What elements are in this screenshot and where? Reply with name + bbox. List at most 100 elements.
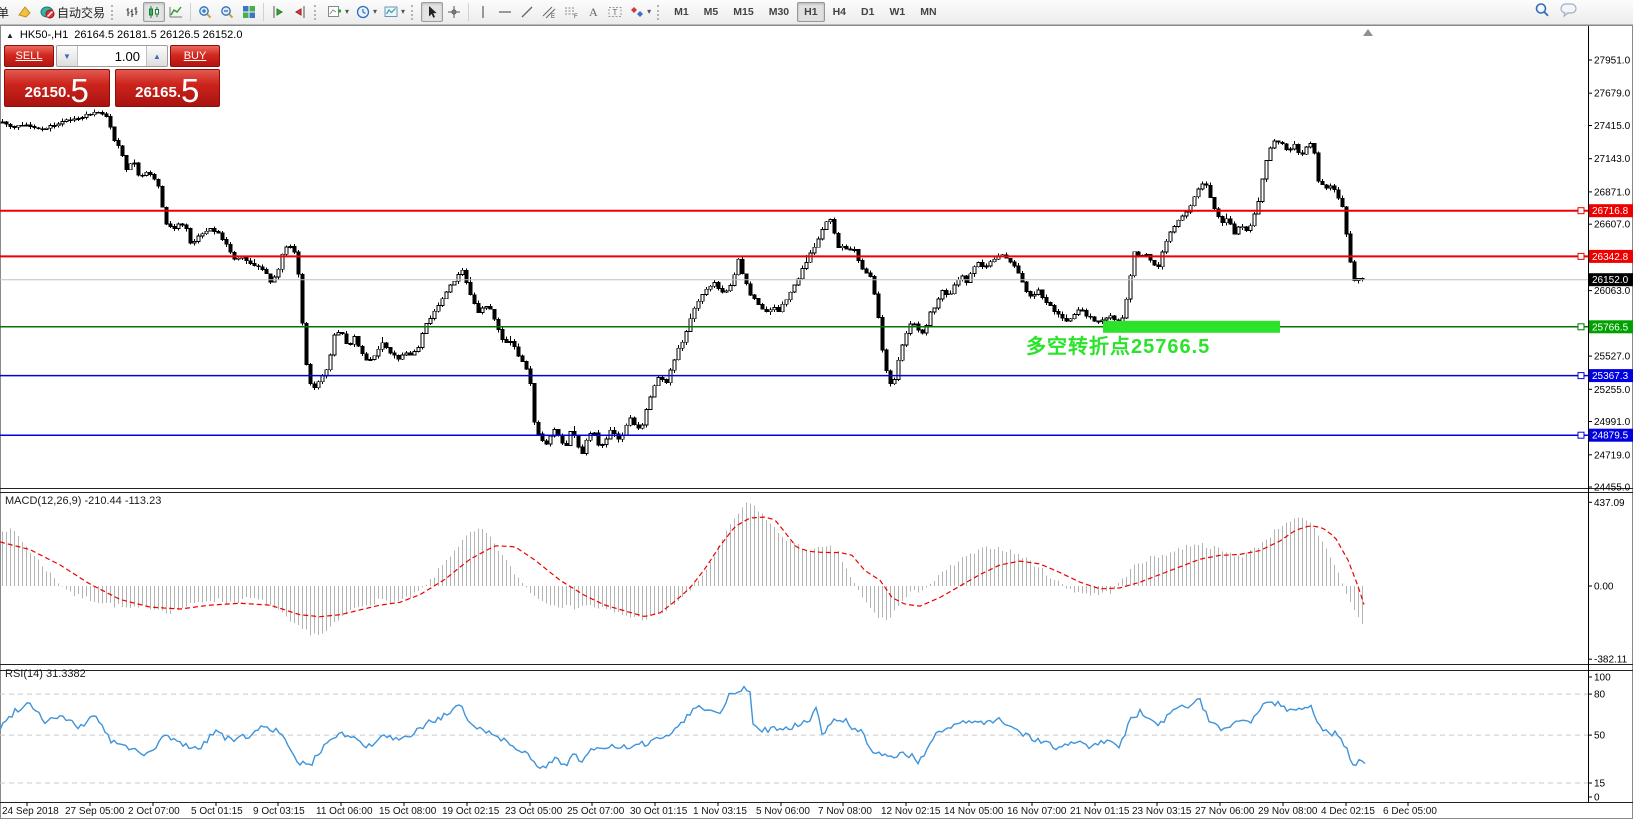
svg-text:437.09: 437.09 (1594, 498, 1625, 509)
chart-shift-button[interactable] (289, 2, 311, 22)
periods-icon (355, 4, 371, 20)
svg-text:26342.8: 26342.8 (1592, 252, 1629, 263)
tf-m5-button[interactable]: M5 (703, 6, 719, 18)
buy-button[interactable]: BUY (170, 45, 220, 67)
chart-window-border (0, 25, 1633, 819)
text-label-button[interactable]: T (604, 2, 626, 22)
timeframe-group: M1 M5 M15 M30 H1 H4 D1 W1 MN (667, 2, 943, 22)
tf-h4-button[interactable]: H4 (832, 6, 847, 18)
tf-m30-button[interactable]: M30 (768, 6, 790, 18)
svg-text:29 Nov 08:00: 29 Nov 08:00 (1258, 806, 1318, 817)
toolbar-grip[interactable] (111, 4, 117, 20)
text-button[interactable]: A (582, 2, 604, 22)
tf-h1-button[interactable]: H1 (797, 2, 825, 22)
sell-button[interactable]: SELL (4, 45, 54, 67)
auto-scroll-button[interactable] (267, 2, 289, 22)
tile-windows-button[interactable] (238, 2, 260, 22)
svg-text:11 Oct 06:00: 11 Oct 06:00 (316, 806, 373, 817)
vertical-line-button[interactable] (472, 2, 494, 22)
templates-icon (383, 4, 399, 20)
tf-w1-button[interactable]: W1 (889, 6, 906, 18)
svg-text:80: 80 (1594, 690, 1606, 701)
expert-advisors-button[interactable] (14, 2, 36, 22)
periods-button[interactable]: ▾ (352, 2, 380, 22)
horizontal-line-icon (497, 4, 513, 20)
tf-mn-button[interactable]: MN (920, 6, 937, 18)
volume-increase-button[interactable]: ▲ (146, 46, 167, 66)
zoom-out-button[interactable] (216, 2, 238, 22)
text-icon: A (585, 4, 601, 20)
svg-text:4 Dec 02:15: 4 Dec 02:15 (1321, 806, 1375, 817)
buy-price-button[interactable]: 26165 . 5 (114, 69, 220, 107)
dropdown-caret-icon: ▾ (401, 7, 406, 16)
toolbar: 单 自动交易 (0, 0, 1633, 25)
svg-text:26716.8: 26716.8 (1592, 206, 1629, 217)
crosshair-button[interactable] (443, 2, 465, 22)
bull-bear-zone-rect[interactable] (1103, 320, 1280, 333)
one-click-trading-panel: SELL ▼ 1.00 ▲ BUY 26150 . 5 26165 . 5 (4, 45, 220, 107)
bar-chart-icon (124, 4, 140, 20)
svg-text:25367.3: 25367.3 (1592, 371, 1629, 382)
cursor-button[interactable] (421, 2, 444, 22)
svg-text:25527.0: 25527.0 (1594, 352, 1631, 363)
tile-windows-icon (241, 4, 257, 20)
chart-shift-icon (292, 4, 308, 20)
dropdown-caret-icon: ▾ (373, 7, 378, 16)
search-icon[interactable] (1533, 1, 1551, 24)
line-chart-icon (168, 4, 184, 20)
svg-text:24991.0: 24991.0 (1594, 417, 1631, 428)
svg-text:27 Nov 06:00: 27 Nov 06:00 (1195, 806, 1255, 817)
svg-text:24 Sep 2018: 24 Sep 2018 (2, 806, 59, 817)
bar-chart-button[interactable] (121, 2, 143, 22)
equidistant-channel-button[interactable]: E (538, 2, 560, 22)
line-chart-button[interactable] (165, 2, 187, 22)
svg-text:0: 0 (1594, 793, 1600, 804)
symbol-period-label: HK50-,H1 (19, 29, 69, 41)
scroll-end-marker[interactable] (1363, 29, 1373, 36)
chat-icon[interactable] (1559, 1, 1579, 24)
svg-text:12 Nov 02:15: 12 Nov 02:15 (881, 806, 941, 817)
time-axis: 24 Sep 2018 27 Sep 05:00 2 Oct 07:00 5 Oct … (2, 802, 1437, 817)
svg-text:15 Oct 08:00: 15 Oct 08:00 (379, 806, 437, 817)
indicators-icon (327, 4, 343, 20)
collapse-triangle-icon[interactable]: ▲ (6, 30, 14, 40)
autotrading-button[interactable]: 自动交易 (36, 2, 108, 22)
svg-text:24719.0: 24719.0 (1594, 450, 1631, 461)
horizontal-line-button[interactable] (494, 2, 516, 22)
horizontal-lines[interactable] (0, 207, 1588, 439)
sell-price-button[interactable]: 26150 . 5 (4, 69, 110, 107)
macd-histogram-bars (2, 502, 1363, 636)
volume-stepper: ▼ 1.00 ▲ (56, 45, 168, 67)
fibonacci-button[interactable]: F (560, 2, 582, 22)
buy-price-int: 26165 (135, 84, 177, 101)
text-label-icon: T (607, 4, 623, 20)
svg-text:25 Oct 07:00: 25 Oct 07:00 (567, 806, 625, 817)
price-axis-ticks: 27951.0 27679.0 27415.0 27143.0 26871.0 26607… (1588, 56, 1633, 804)
arrows-button[interactable]: ▾ (626, 2, 654, 22)
svg-text:23 Oct 05:00: 23 Oct 05:00 (505, 806, 563, 817)
svg-text:27415.0: 27415.0 (1594, 121, 1631, 132)
volume-decrease-button[interactable]: ▼ (57, 46, 78, 66)
bull-bear-pivot-annotation[interactable]: 多空转折点25766.5 (1026, 336, 1211, 358)
templates-button[interactable]: ▾ (380, 2, 408, 22)
tf-m1-button[interactable]: M1 (674, 6, 689, 18)
toolbar-grip[interactable] (314, 4, 320, 20)
trendline-button[interactable] (516, 2, 538, 22)
arrows-icon (629, 4, 645, 20)
svg-text:9 Oct 03:15: 9 Oct 03:15 (253, 806, 305, 817)
tf-d1-button[interactable]: D1 (861, 6, 875, 18)
volume-value[interactable]: 1.00 (114, 48, 140, 64)
candlestick-chart-button[interactable] (143, 2, 166, 22)
tf-m15-button[interactable]: M15 (733, 6, 754, 18)
indicators-button[interactable]: ▾ (324, 2, 352, 22)
toolbar-grip[interactable] (411, 4, 417, 20)
toolbar-grip[interactable] (657, 4, 663, 20)
ohlc-values: 26164.5 26181.5 26126.5 26152.0 (74, 29, 243, 41)
zoom-in-button[interactable] (194, 2, 216, 22)
svg-text:26063.0: 26063.0 (1594, 286, 1631, 297)
equidistant-channel-icon: E (541, 4, 557, 20)
svg-text:T: T (613, 8, 618, 17)
new-order-button[interactable]: 单 (0, 2, 14, 22)
